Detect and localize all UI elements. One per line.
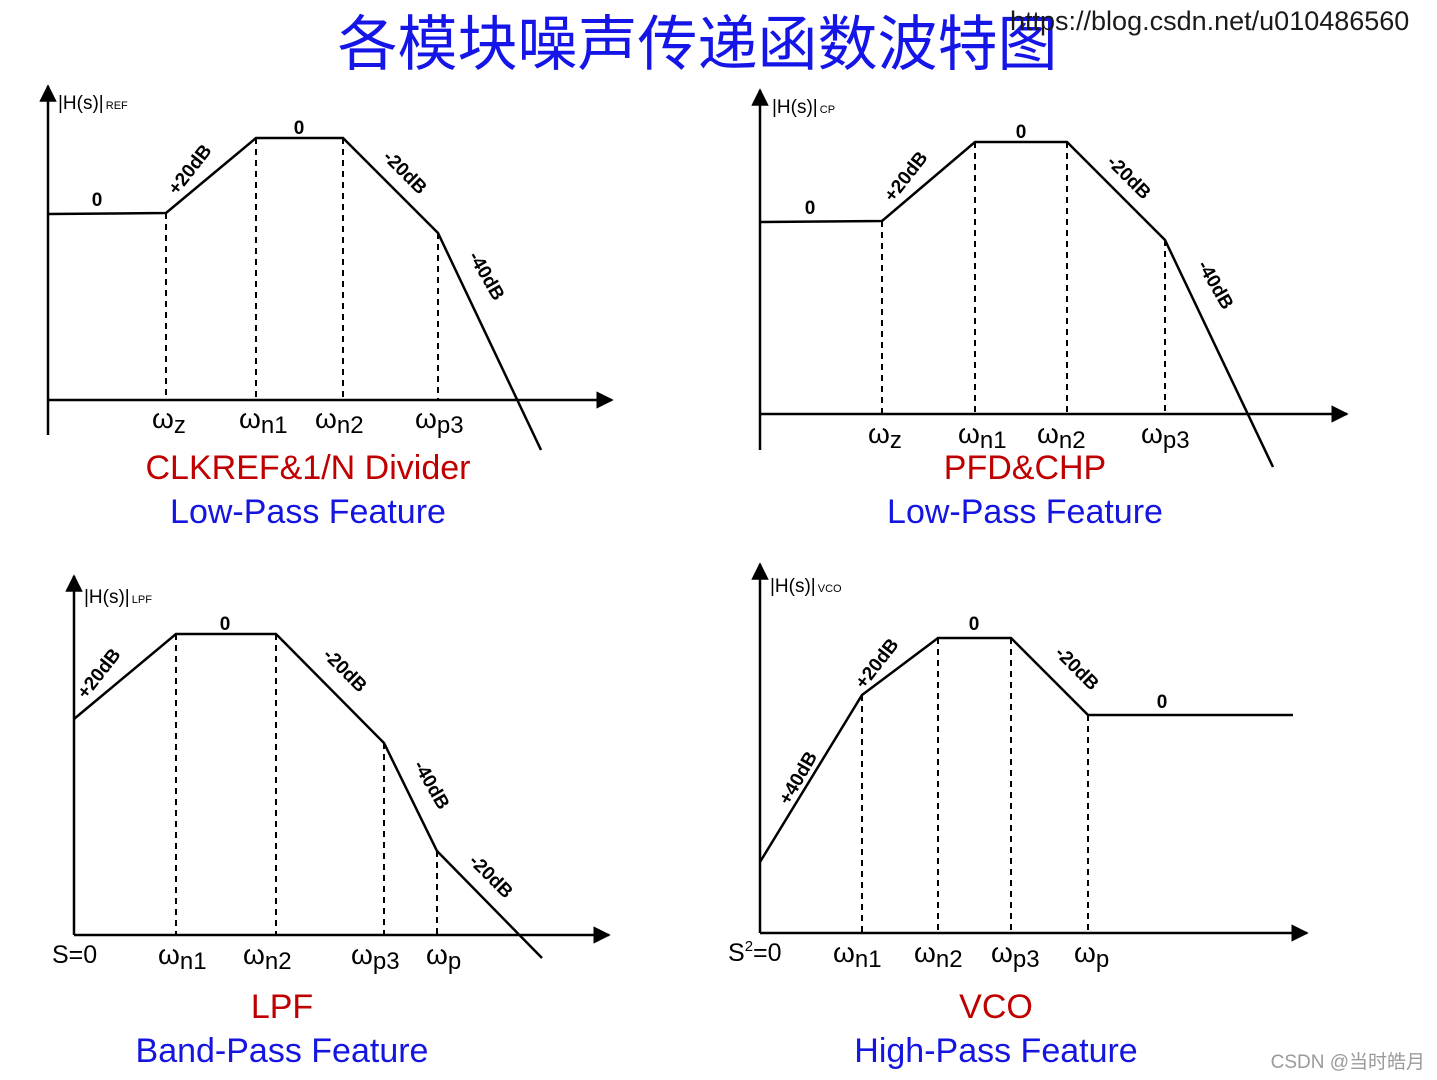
slope-label: +20dB [880,148,932,206]
panel-caption: PFD&CHP [944,449,1106,487]
watermark-url: https://blog.csdn.net/u010486560 [1010,6,1410,36]
slope-label: 0 [969,614,980,635]
slope-label: -20dB [318,645,370,697]
panel-subcaption: Low-Pass Feature [887,493,1163,531]
tick-label: ωz [868,418,902,454]
tick-label: ωn2 [243,939,292,975]
tick-label: ωn1 [239,403,288,439]
breakpoint-guides [165,138,439,400]
origin-label: S=0 [52,941,97,969]
panel-caption: VCO [959,988,1033,1026]
slope-label: +20dB [164,141,216,199]
tick-label: ωn2 [1037,418,1086,454]
slope-label: 0 [1157,692,1168,713]
panel-subcaption: High-Pass Feature [854,1032,1137,1070]
tick-label: ωp3 [351,939,400,975]
tick-label: ωn2 [914,937,963,973]
slope-label: 0 [1016,122,1027,143]
y-axis-label: |H(s)| REF [58,93,128,114]
tick-label: ωp [426,939,461,975]
panel-vco: |H(s)| VCO +40dB +20dB 0 -20dB 0 S2=0 ωn1… [728,562,1309,1070]
slope-label: -20dB [464,851,516,903]
slope-label: 0 [294,118,305,139]
tick-label: ωn1 [833,937,882,973]
bode-curve [73,632,543,959]
panel-subcaption: Band-Pass Feature [136,1032,429,1070]
y-axis-label: |H(s)| CP [772,97,835,118]
slope-label: -20dB [378,147,430,199]
page-title: 各模块噪声传递函数波特图 [337,10,1058,80]
panel-caption: CLKREF&1/N Divider [146,449,471,487]
bode-curve [759,140,1275,468]
tick-label: ωp3 [991,937,1040,973]
breakpoint-guides [175,634,438,935]
breakpoint-guides [881,142,1166,414]
y-axis-label: |H(s)| LPF [84,587,152,608]
panel-clkref: |H(s)| REF 0 +20dB 0 -20dB -40dB ωz ωn1 ω… [39,84,614,531]
slope-label: -40dB [464,248,509,304]
slope-label: +20dB [73,645,125,703]
origin-label: S2=0 [728,938,782,967]
tick-label: ωn2 [315,403,364,439]
slope-label: -20dB [1102,152,1154,204]
bode-curve [758,636,1293,863]
panel-pfd-chp: |H(s)| CP 0 +20dB 0 -20dB -40dB ωz ωn1 ωn… [751,88,1349,531]
panel-caption: LPF [251,988,313,1026]
tick-label: ωz [152,403,186,439]
slope-label: 0 [805,198,816,219]
csdn-credit: CSDN @当时皓月 [1270,1052,1425,1073]
tick-label: ωn1 [958,418,1007,454]
tick-label: ωp3 [1141,418,1190,454]
slope-label: -40dB [1193,257,1238,313]
panel-lpf: |H(s)| LPF +20dB 0 -20dB -40dB -20dB S=0 … [52,574,611,1070]
breakpoint-guides [861,638,1089,933]
tick-label: ωp [1074,937,1109,973]
panel-subcaption: Low-Pass Feature [170,493,446,531]
slope-label: 0 [92,190,103,211]
bode-curve [47,136,543,451]
tick-label: ωn1 [158,939,207,975]
tick-label: ωp3 [415,403,464,439]
slope-label: 0 [220,614,231,635]
y-axis-label: |H(s)| VCO [770,576,842,597]
